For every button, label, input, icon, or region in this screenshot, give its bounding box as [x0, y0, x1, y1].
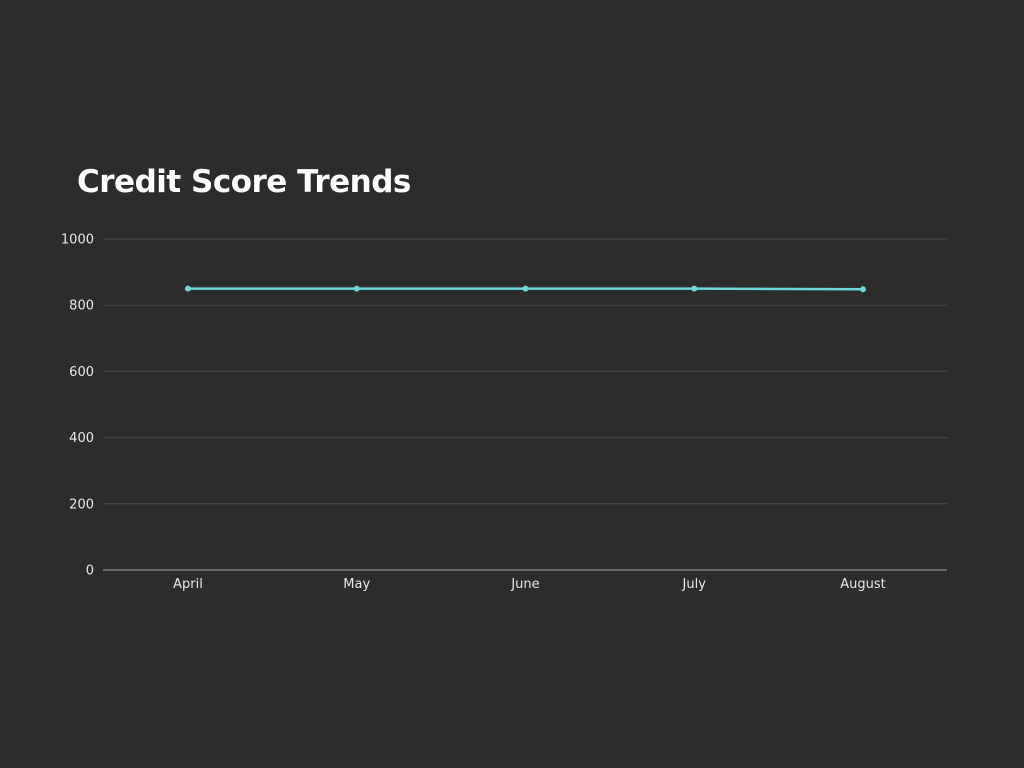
y-tick-label: 800 [69, 299, 94, 314]
x-tick-label: July [682, 577, 707, 592]
data-point [522, 285, 529, 292]
x-tick-label: April [173, 577, 203, 592]
y-tick-label: 0 [86, 564, 94, 579]
data-point [860, 286, 866, 293]
x-axis-tick-labels: April May June July August [173, 577, 886, 592]
gridlines [103, 238, 947, 571]
x-tick-label: May [343, 577, 370, 592]
y-tick-label: 1000 [61, 233, 94, 248]
data-point [185, 285, 191, 292]
y-axis-tick-labels: 0 200 400 600 800 1000 [61, 233, 94, 579]
x-tick-label: August [840, 577, 886, 592]
x-tick-label: June [510, 577, 539, 592]
data-point [353, 285, 360, 292]
chart-title: Credit Score Trends [77, 164, 411, 200]
data-series [185, 285, 866, 293]
data-point [691, 285, 698, 292]
y-tick-label: 600 [69, 365, 94, 380]
y-tick-label: 200 [69, 497, 94, 512]
y-tick-label: 400 [69, 431, 94, 446]
